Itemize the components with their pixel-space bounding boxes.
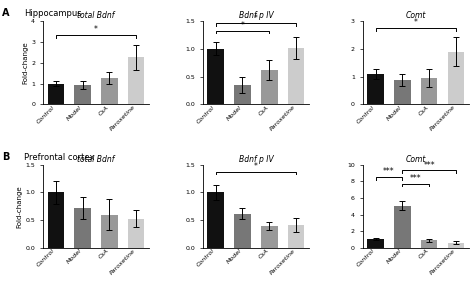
Bar: [261, 226, 277, 248]
Bar: [47, 84, 64, 104]
Bar: [421, 78, 438, 104]
Title: total Bdnf: total Bdnf: [77, 11, 115, 20]
Bar: [74, 208, 91, 248]
Bar: [367, 239, 383, 248]
Bar: [448, 243, 465, 248]
Bar: [208, 49, 224, 104]
Bar: [74, 85, 91, 104]
Bar: [101, 215, 118, 248]
Bar: [288, 48, 304, 104]
Text: *: *: [241, 21, 245, 30]
Text: *: *: [254, 13, 258, 23]
Bar: [208, 193, 224, 248]
Text: ***: ***: [410, 174, 422, 183]
Title: Bdnf p IV: Bdnf p IV: [238, 11, 273, 20]
Text: Prefrontal cortex: Prefrontal cortex: [24, 152, 94, 162]
Bar: [128, 219, 145, 248]
Title: Comt: Comt: [406, 155, 426, 164]
Bar: [128, 57, 145, 104]
Bar: [235, 214, 251, 248]
Bar: [47, 193, 64, 248]
Bar: [394, 206, 410, 248]
Bar: [261, 70, 277, 104]
Bar: [288, 225, 304, 248]
Text: ***: ***: [424, 161, 435, 170]
Title: Comt: Comt: [406, 11, 426, 20]
Text: *: *: [254, 162, 258, 171]
Bar: [448, 51, 465, 104]
Bar: [367, 74, 383, 104]
Bar: [235, 85, 251, 104]
Text: B: B: [2, 152, 10, 162]
Text: ***: ***: [383, 167, 395, 176]
Y-axis label: Fold-change: Fold-change: [17, 185, 22, 228]
Bar: [421, 240, 438, 248]
Bar: [101, 78, 118, 104]
Text: *: *: [94, 25, 98, 34]
Y-axis label: Fold-change: Fold-change: [22, 41, 28, 84]
Title: Bdnf p IV: Bdnf p IV: [238, 155, 273, 164]
Text: Hippocampus: Hippocampus: [24, 9, 82, 18]
Text: A: A: [2, 8, 10, 18]
Text: *: *: [414, 18, 418, 27]
Bar: [394, 80, 410, 104]
Title: total Bdnf: total Bdnf: [77, 155, 115, 164]
